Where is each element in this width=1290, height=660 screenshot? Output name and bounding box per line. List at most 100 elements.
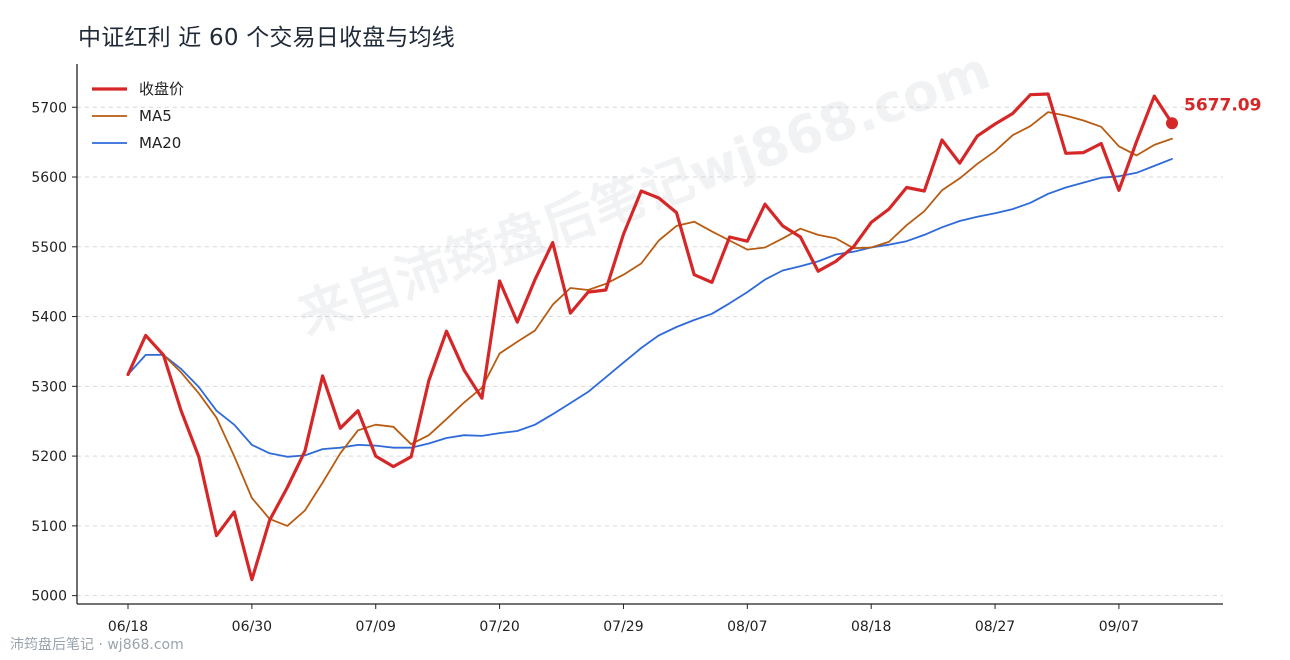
- data-point: [446, 437, 448, 439]
- data-point: [693, 221, 695, 223]
- data-point: [640, 347, 642, 349]
- data-point: [463, 401, 465, 403]
- data-point: [1100, 126, 1102, 128]
- y-tick-label: 5300: [31, 379, 67, 395]
- y-tick-label: 5700: [31, 100, 67, 116]
- data-point: [216, 535, 218, 537]
- data-point: [322, 482, 324, 484]
- data-point: [233, 511, 235, 513]
- data-point: [1012, 113, 1014, 115]
- data-point: [499, 353, 501, 355]
- data-point: [198, 392, 200, 394]
- data-point: [976, 163, 978, 165]
- series-line-close: [126, 92, 1174, 582]
- data-point: [286, 456, 288, 458]
- data-point: [428, 434, 430, 436]
- data-point: [994, 150, 996, 152]
- data-point: [357, 444, 359, 446]
- y-tick-label: 5000: [31, 589, 67, 605]
- legend-label: 收盘价: [139, 80, 184, 98]
- data-point: [233, 455, 235, 457]
- data-point: [711, 230, 713, 232]
- data-point: [923, 234, 925, 236]
- data-point: [127, 374, 129, 376]
- x-tick-label: 09/07: [1099, 619, 1139, 635]
- data-point: [729, 302, 731, 304]
- data-point: [888, 208, 890, 210]
- data-point: [1047, 93, 1049, 95]
- data-point: [959, 162, 961, 164]
- data-point: [534, 330, 536, 332]
- data-point: [835, 260, 837, 262]
- data-point: [1100, 177, 1102, 179]
- data-point: [251, 579, 253, 581]
- data-point: [906, 240, 908, 242]
- y-tick-label: 5100: [31, 519, 67, 535]
- data-point: [1153, 95, 1155, 97]
- last-value-marker: 5677.09: [1166, 95, 1261, 130]
- data-point: [251, 497, 253, 499]
- grid-lines: [77, 106, 1223, 597]
- data-point: [1029, 94, 1031, 96]
- data-point: [392, 466, 394, 468]
- data-point: [906, 187, 908, 189]
- data-point: [640, 190, 642, 192]
- data-point: [676, 212, 678, 214]
- data-point: [888, 244, 890, 246]
- data-point: [375, 424, 377, 426]
- data-point: [623, 233, 625, 235]
- data-point: [764, 279, 766, 281]
- data-point: [375, 445, 377, 447]
- data-point: [180, 410, 182, 412]
- data-point: [853, 246, 855, 248]
- data-point: [870, 221, 872, 223]
- watermark-text: 来自沛筠盘后笔记wj868.com: [291, 41, 998, 347]
- data-point: [534, 279, 536, 281]
- last-value-label: 5677.09: [1184, 95, 1261, 115]
- data-point: [516, 430, 518, 432]
- data-point: [959, 220, 961, 222]
- data-point: [587, 391, 589, 393]
- data-point: [994, 212, 996, 214]
- data-point: [428, 443, 430, 445]
- data-point: [534, 424, 536, 426]
- data-point: [959, 177, 961, 179]
- data-point: [623, 362, 625, 364]
- data-point: [817, 270, 819, 272]
- chart-title: 中证红利 近 60 个交易日收盘与均线: [78, 25, 455, 51]
- data-point: [1118, 175, 1120, 177]
- data-point: [410, 456, 412, 458]
- data-point: [1083, 182, 1085, 184]
- y-tick-label: 5200: [31, 449, 67, 465]
- data-point: [817, 260, 819, 262]
- data-point: [198, 456, 200, 458]
- x-tick-label: 07/09: [356, 619, 396, 635]
- data-point: [623, 274, 625, 276]
- data-point: [516, 321, 518, 323]
- data-point: [764, 203, 766, 205]
- data-point: [1083, 120, 1085, 122]
- series-line-ma5: [127, 111, 1173, 527]
- data-point: [375, 455, 377, 457]
- data-point: [835, 254, 837, 256]
- data-point: [339, 427, 341, 429]
- x-tick-label: 06/18: [108, 619, 148, 635]
- data-point: [693, 274, 695, 276]
- data-point: [304, 510, 306, 512]
- data-point: [782, 225, 784, 227]
- data-point: [587, 291, 589, 293]
- data-point: [923, 210, 925, 212]
- data-point: [286, 525, 288, 527]
- data-point: [516, 341, 518, 343]
- data-point: [481, 397, 483, 399]
- data-point: [410, 443, 412, 445]
- data-point: [1012, 134, 1014, 136]
- data-point: [162, 354, 164, 356]
- data-point: [481, 435, 483, 437]
- data-point: [976, 135, 978, 137]
- data-point: [304, 450, 306, 452]
- data-point: [463, 434, 465, 436]
- data-point: [569, 402, 571, 404]
- data-point: [658, 197, 660, 199]
